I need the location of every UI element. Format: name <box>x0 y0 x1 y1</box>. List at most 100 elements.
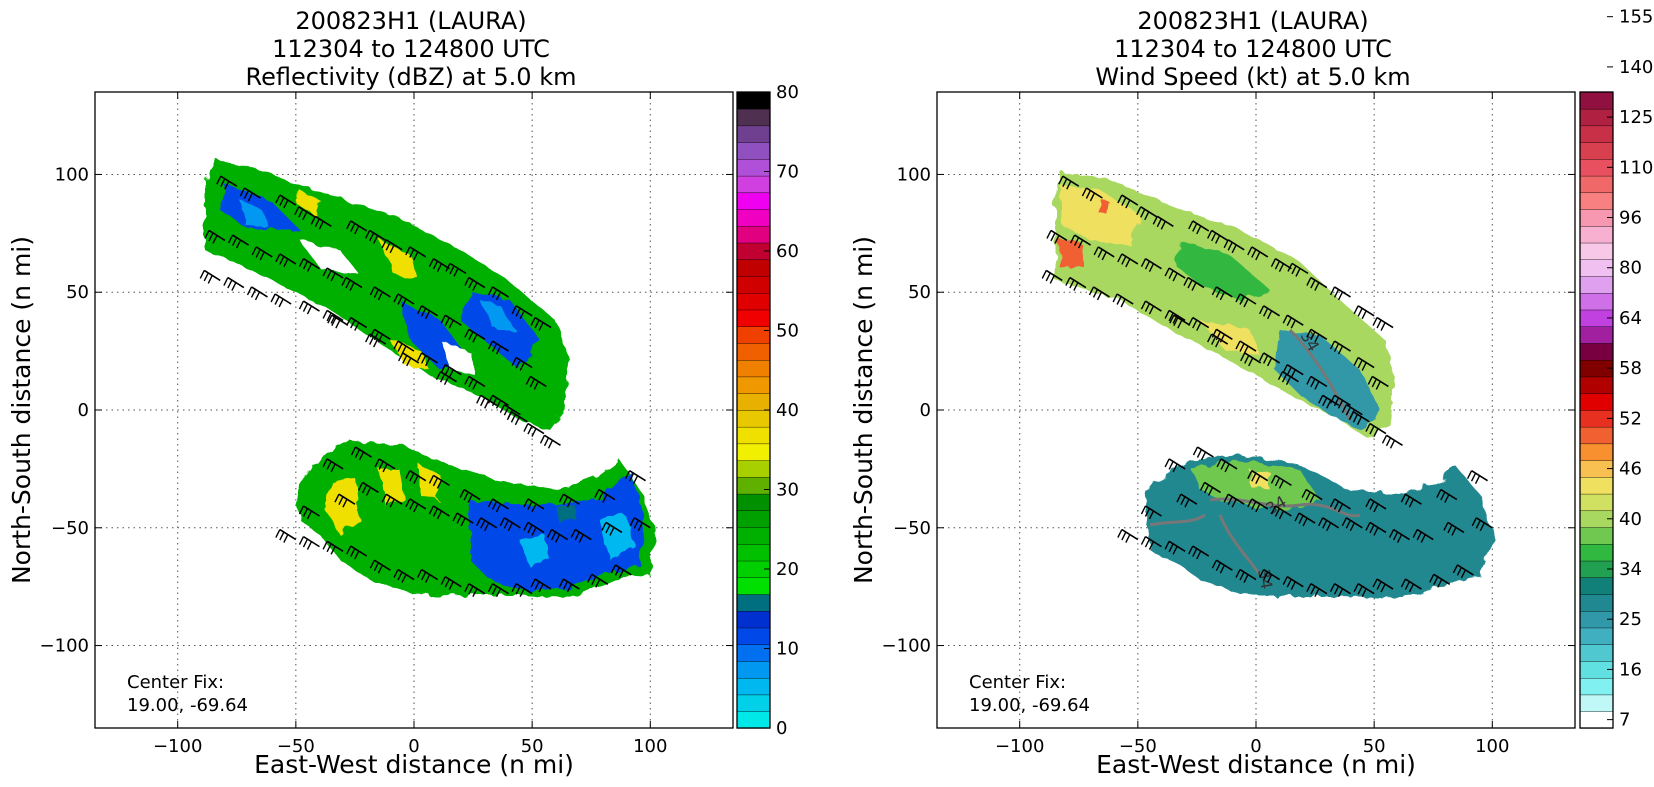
barb-feather <box>358 451 365 461</box>
barb-feather <box>279 197 285 206</box>
barb-feather <box>374 458 380 468</box>
colorbar-tick-label: 46 <box>1619 459 1642 480</box>
barb-feather <box>342 498 348 508</box>
barb-feather <box>350 319 356 329</box>
barb-feather <box>1231 498 1237 508</box>
barb-feather <box>401 345 407 355</box>
barb-feather <box>1219 334 1225 343</box>
barb-feather <box>439 373 446 383</box>
barb-feather <box>538 322 544 331</box>
wind-barb <box>499 404 521 419</box>
wind-barb <box>1207 333 1229 348</box>
barb-feather <box>405 498 411 508</box>
barb-feather <box>495 588 502 598</box>
barb-feather <box>1369 425 1375 435</box>
colorbar-segment <box>736 259 771 277</box>
barb-feather <box>1322 397 1328 407</box>
barb-feather <box>472 282 478 291</box>
wind-barb <box>365 333 387 348</box>
wind-barb <box>398 352 420 367</box>
barb-feather <box>628 472 635 482</box>
barb-feather <box>1152 215 1158 225</box>
barb-feather <box>531 428 537 437</box>
colorbar-segment <box>1579 644 1614 662</box>
barb-feather <box>595 578 601 588</box>
wind-barb <box>1471 517 1493 532</box>
barb-feather <box>601 522 607 531</box>
barb-feather <box>432 508 439 517</box>
barb-feather <box>1188 545 1194 555</box>
barb-feather <box>259 251 265 261</box>
barb-feather <box>1062 178 1068 188</box>
barb-feather <box>1215 235 1221 244</box>
barb-feather <box>397 571 403 581</box>
barb-feather <box>239 187 246 197</box>
contour-line <box>1149 513 1206 527</box>
barb-feather <box>476 517 482 527</box>
barb-feather <box>480 519 486 529</box>
colorbar-segment <box>736 426 771 445</box>
barb-feather <box>1192 223 1198 232</box>
barb-feather <box>330 546 336 555</box>
wind-barb <box>1306 276 1328 291</box>
barb-feather <box>491 343 498 352</box>
barb-feather <box>637 522 643 532</box>
wind-barb <box>381 239 403 254</box>
barb-feather <box>421 355 427 364</box>
barb-feather <box>491 289 498 298</box>
barb-feather <box>1412 529 1418 538</box>
center-fix-label: Center Fix: <box>969 672 1066 693</box>
barb-feather <box>487 340 494 350</box>
barb-feather <box>326 270 332 279</box>
barb-feather <box>397 343 403 352</box>
barb-feather <box>1290 319 1296 329</box>
barb-feather <box>1192 446 1199 456</box>
y-tick-label: 50 <box>908 282 931 303</box>
barb-feather <box>530 578 536 588</box>
wind-barb <box>1164 309 1186 324</box>
wind-barb <box>452 512 474 527</box>
barb-feather <box>570 529 576 538</box>
barb-feather <box>632 475 639 484</box>
barb-feather <box>515 359 521 369</box>
wind-barb <box>1211 559 1233 574</box>
barb-feather <box>503 406 509 416</box>
barb-feather <box>369 329 375 338</box>
wind-barb <box>1306 583 1328 598</box>
barb-feather <box>432 477 439 487</box>
colorbar-segment <box>1579 142 1614 160</box>
barb-feather <box>1337 345 1344 355</box>
barb-feather <box>443 376 450 386</box>
barb-feather <box>1333 343 1340 352</box>
barb-feather <box>354 550 360 560</box>
echo-region-south-light <box>520 515 635 565</box>
barb-feather <box>1140 536 1147 545</box>
barb-feather <box>369 559 375 569</box>
barb-feather <box>449 265 455 275</box>
barb-feather <box>523 522 529 531</box>
barb-feather <box>1069 234 1076 244</box>
barb-feather <box>1144 508 1151 517</box>
barb-feather <box>531 527 537 536</box>
barb-feather <box>1365 522 1371 531</box>
colorbar-segment <box>736 125 771 143</box>
barb-feather <box>1247 498 1253 508</box>
barb-feather <box>243 190 250 199</box>
barb-feather <box>533 381 539 390</box>
barb-feather <box>369 232 375 242</box>
barb-feather <box>609 527 615 536</box>
barb-feather <box>1322 519 1328 529</box>
wind-barb <box>1088 286 1110 301</box>
barb-feather <box>610 564 617 574</box>
barb-feather <box>1251 249 1257 258</box>
barb-feather <box>1144 303 1151 312</box>
barb-feather <box>1285 376 1292 386</box>
barb-feather <box>1286 578 1292 588</box>
barb-feather <box>421 307 427 317</box>
barb-feather <box>527 425 533 435</box>
barb-feather <box>531 503 537 513</box>
barb-feather <box>377 291 383 301</box>
barb-feather <box>1199 482 1206 491</box>
barb-feather <box>314 218 320 228</box>
barb-feather <box>562 496 569 506</box>
